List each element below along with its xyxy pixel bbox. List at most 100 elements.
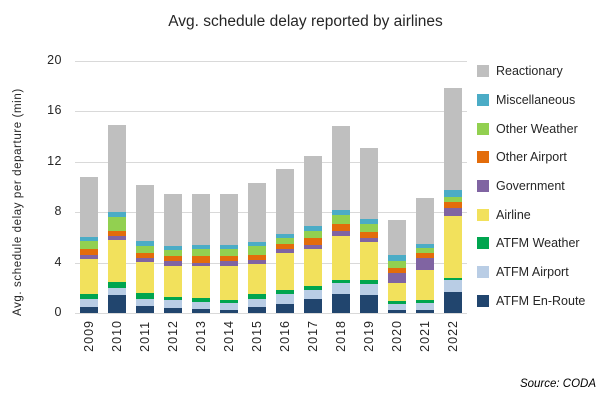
bar-segment-2020-reactionary (388, 219, 406, 256)
bar-segment-2010-airline (108, 239, 126, 282)
x-label-text: 2016 (278, 320, 292, 352)
bar-segment-2015-government (248, 259, 266, 264)
legend-item-atfm-weather: ATFM Weather (477, 229, 585, 258)
bar-segment-2019-atfm-weather (360, 280, 378, 285)
bar-segment-2012-miscellaneous (164, 245, 182, 251)
bar-segment-2019-miscellaneous (360, 219, 378, 225)
bar-segment-2022-other-weather (444, 196, 462, 202)
x-label-text: 2011 (138, 320, 152, 352)
bar-segment-2022-airline (444, 216, 462, 278)
bar-slot-2016 (271, 61, 299, 313)
bar-segment-2014-miscellaneous (220, 244, 238, 249)
legend-label: ATFM Weather (496, 236, 580, 251)
bar-segment-2013-atfm-airport (192, 301, 210, 310)
source-note: Source: CODA (519, 378, 596, 390)
bar-segment-2020-airline (388, 282, 406, 302)
bar-segment-2017-atfm-weather (304, 285, 322, 290)
gridline-y-12 (75, 161, 467, 163)
bar-segment-2021-atfm-weather (416, 300, 434, 303)
legend-swatch-icon (477, 208, 489, 221)
bar-segment-2011-other-weather (136, 245, 154, 253)
bar-segment-2015-miscellaneous (248, 241, 266, 247)
bar-segment-2018-atfm-weather (332, 279, 350, 284)
legend-item-miscellaneous: Miscellaneous (477, 86, 585, 115)
legend-label: Other Weather (496, 121, 578, 136)
stacked-bar-2015 (248, 183, 266, 313)
x-label-text: 2018 (334, 320, 348, 352)
bar-segment-2021-miscellaneous (416, 243, 434, 249)
bar-segment-2021-atfm-en-route (416, 309, 434, 313)
bar-segment-2019-government (360, 237, 378, 242)
bar-slot-2010 (103, 61, 131, 313)
x-label-text: 2022 (446, 320, 460, 352)
bar-segment-2022-reactionary (444, 88, 462, 191)
x-label-2016: 2016 (271, 320, 299, 352)
bar-segment-2016-reactionary (276, 169, 294, 234)
bar-segment-2011-miscellaneous (136, 241, 154, 246)
gridline-y-20 (75, 61, 467, 62)
x-label-2021: 2021 (411, 320, 439, 352)
bar-segment-2018-atfm-airport (332, 283, 350, 294)
bar-segment-2018-miscellaneous (332, 209, 350, 216)
bar-segment-2021-other-airport (416, 252, 434, 258)
bar-segment-2012-other-airport (164, 256, 182, 262)
bar-segment-2009-miscellaneous (80, 237, 98, 242)
legend-swatch-icon (477, 266, 489, 279)
bar-segment-2020-atfm-en-route (388, 309, 406, 313)
gridline-y-16 (75, 111, 467, 113)
bar-segment-2009-other-airport (80, 248, 98, 256)
bar-segment-2017-miscellaneous (304, 225, 322, 231)
stacked-bar-2016 (276, 169, 294, 313)
stacked-bar-2019 (360, 148, 378, 313)
bar-slot-2017 (299, 61, 327, 313)
bar-segment-2011-airline (136, 261, 154, 293)
x-label-2022: 2022 (439, 320, 467, 352)
x-label-text: 2009 (82, 320, 96, 352)
bar-segment-2009-other-weather (80, 241, 98, 249)
legend-item-reactionary: Reactionary (477, 57, 585, 86)
bar-segment-2012-atfm-en-route (164, 308, 182, 313)
bar-segment-2011-government (136, 257, 154, 262)
x-label-2020: 2020 (383, 320, 411, 352)
bar-segment-2019-airline (360, 241, 378, 281)
bar-slot-2015 (243, 61, 271, 313)
bar-segment-2017-airline (304, 249, 322, 286)
bar-segment-2011-other-airport (136, 252, 154, 258)
bar-segment-2014-reactionary (220, 193, 238, 245)
x-label-text: 2013 (194, 320, 208, 352)
bar-segment-2011-atfm-en-route (136, 306, 154, 313)
bar-slot-2011 (131, 61, 159, 313)
bar-segment-2021-atfm-airport (416, 302, 434, 310)
y-axis-title: Avg. schedule delay per departure (min) (12, 88, 24, 316)
x-label-2009: 2009 (75, 320, 103, 352)
legend-label: Airline (496, 207, 531, 222)
bar-segment-2017-atfm-airport (304, 289, 322, 300)
legend-swatch-icon (477, 65, 489, 78)
bar-segment-2020-miscellaneous (388, 255, 406, 261)
legend-label: ATFM En-Route (496, 293, 586, 308)
x-label-2012: 2012 (159, 320, 187, 352)
gridline-y-8 (75, 212, 467, 214)
bar-segment-2014-airline (220, 265, 238, 300)
plot-area (75, 61, 467, 314)
bar-segment-2015-other-airport (248, 254, 266, 260)
bar-slot-2013 (187, 61, 215, 313)
x-label-text: 2021 (418, 320, 432, 352)
bar-segment-2012-atfm-weather (164, 296, 182, 301)
x-label-text: 2017 (306, 320, 320, 352)
bar-segment-2014-atfm-en-route (220, 309, 238, 313)
bar-segment-2014-other-airport (220, 256, 238, 262)
x-label-text: 2019 (362, 320, 376, 352)
bar-segment-2013-other-airport (192, 256, 210, 263)
stacked-bar-2013 (192, 194, 210, 313)
stacked-bar-2021 (416, 197, 434, 313)
x-label-text: 2012 (166, 320, 180, 352)
legend-swatch-icon (477, 151, 489, 164)
legend-swatch-icon (477, 294, 489, 307)
bar-segment-2016-airline (276, 253, 294, 290)
y-tick-label-4: 4 (54, 254, 62, 269)
bar-segment-2016-miscellaneous (276, 233, 294, 238)
bar-segment-2016-other-weather (276, 237, 294, 244)
stacked-bar-2011 (136, 184, 154, 313)
bar-slot-2021 (411, 61, 439, 313)
